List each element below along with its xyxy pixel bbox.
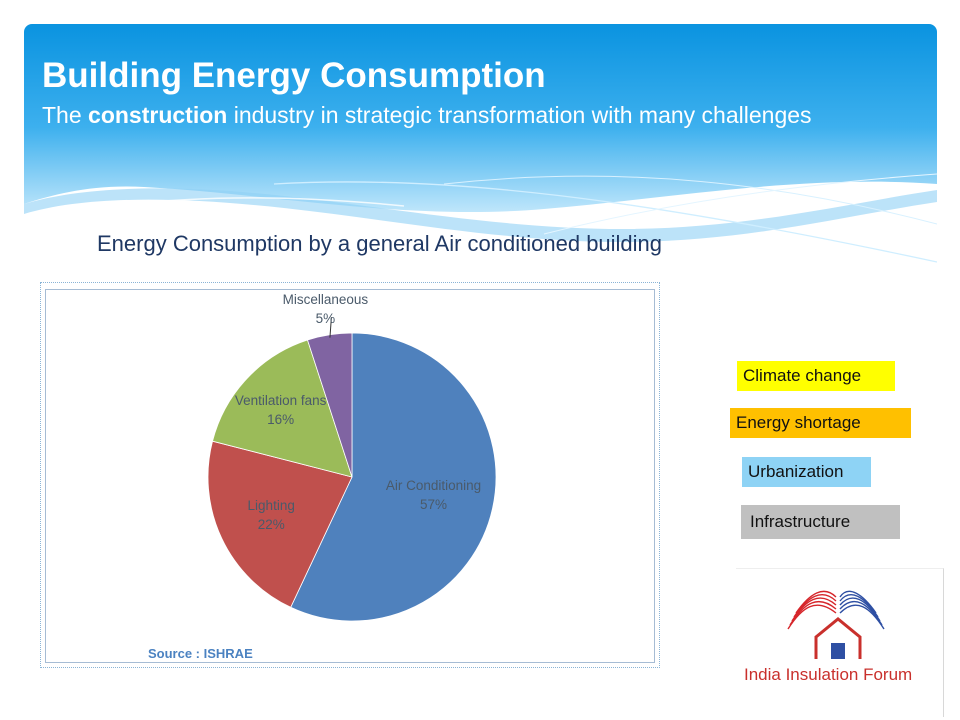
subtitle-suffix: industry in strategic transformation wit…	[227, 102, 812, 128]
pie-slice-air-conditioning	[290, 332, 497, 622]
chart-heading: Energy Consumption by a general Air cond…	[97, 231, 663, 256]
pie-chart	[207, 317, 497, 622]
pie-slice-ventilation-fans	[212, 339, 353, 478]
pie-label-category: Air Conditioning	[385, 478, 482, 494]
tag-urbanization: Urbanization	[742, 457, 871, 487]
pie-label-category: Ventilation fans	[234, 392, 327, 408]
pie-label-air-conditioning: Air Conditioning 57%	[364, 476, 504, 514]
pie-leader-line	[329, 317, 332, 338]
pie-label-lighting: Lighting 22%	[201, 496, 341, 534]
pie-label-category: Miscellaneous	[282, 292, 369, 308]
chart-source: Source : ISHRAE	[148, 646, 253, 661]
chart-frame: Air Conditioning 57% Lighting 22% Ventilatio…	[40, 282, 660, 668]
pie-slice-lighting	[207, 440, 353, 608]
logo-panel: India Insulation Forum	[736, 568, 944, 717]
pie-label-miscellaneous: Miscellaneous 5%	[255, 290, 395, 328]
tag-label: Energy shortage	[736, 413, 861, 432]
pie-label-value: 5%	[315, 311, 336, 327]
tag-climate-change: Climate change	[737, 361, 895, 391]
pie-label-value: 16%	[267, 411, 295, 427]
tag-label: Urbanization	[748, 462, 844, 481]
logo-text: India Insulation Forum	[744, 665, 913, 684]
pie-label-ventilation-fans: Ventilation fans 16%	[211, 391, 351, 429]
house-logo-icon	[787, 590, 885, 659]
pie-label-value: 57%	[419, 497, 448, 513]
pie-label-category: Lighting	[247, 498, 295, 513]
header-wave-graphic	[24, 24, 937, 263]
tag-energy-shortage: Energy shortage	[730, 408, 911, 438]
tag-infrastructure: Infrastructure	[741, 505, 900, 539]
chart-area: Air Conditioning 57% Lighting 22% Ventilatio…	[45, 289, 655, 663]
slide-title: Building Energy Consumption	[42, 56, 546, 95]
subtitle-bold: construction	[88, 102, 228, 128]
subtitle-prefix: The	[42, 102, 89, 128]
pie-label-value: 22%	[257, 517, 285, 532]
slide-subtitle: The construction industry in strategic t…	[42, 102, 812, 129]
header-banner	[24, 24, 937, 264]
pie-slice-miscellaneous	[306, 332, 353, 478]
tag-label: Infrastructure	[750, 512, 851, 531]
tag-label: Climate change	[743, 366, 862, 385]
